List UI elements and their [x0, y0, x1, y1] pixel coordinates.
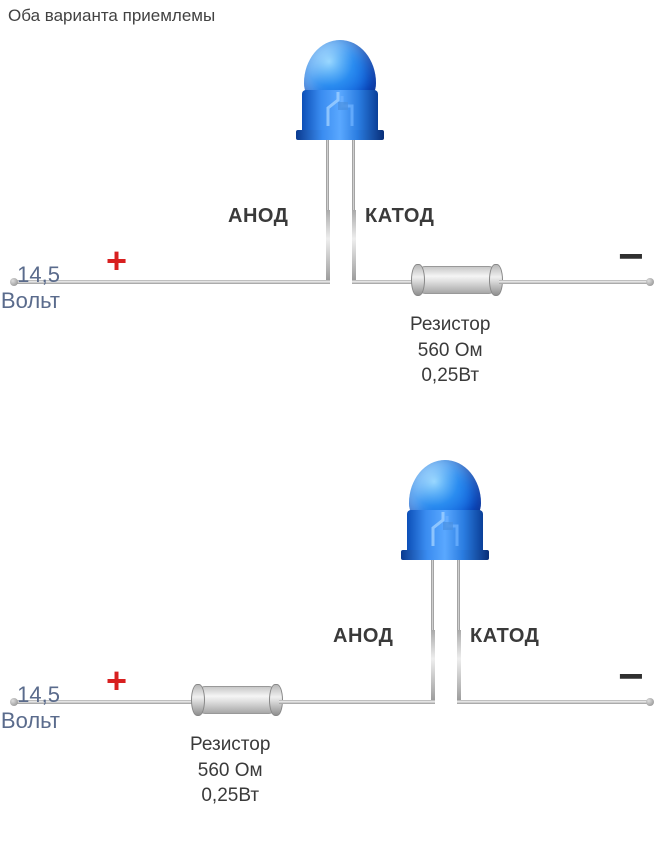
led-icon: [405, 460, 485, 610]
plus-icon: +: [106, 660, 127, 702]
anode-label: АНОД: [333, 625, 393, 648]
wire: [457, 630, 461, 702]
resistor-name: Резистор: [190, 734, 270, 755]
wire: [326, 210, 330, 282]
wire: [279, 700, 435, 704]
page-title: Оба варианта приемлемы: [8, 6, 215, 26]
wire-end: [646, 278, 654, 286]
resistor-value: 560 Ом: [418, 340, 483, 361]
voltage-unit: Вольт: [1, 288, 60, 313]
resistor-icon: [195, 686, 279, 714]
circuit-variant-1: АНОД КАТОД 14,5 Вольт + − Резистор 560 О…: [0, 40, 663, 420]
resistor-value: 560 Ом: [198, 760, 263, 781]
wire-end: [646, 698, 654, 706]
cathode-label: КАТОД: [365, 205, 434, 228]
wire: [352, 280, 418, 284]
voltage-value: 14,5: [17, 262, 60, 287]
led-icon: [300, 40, 380, 190]
minus-icon: −: [618, 232, 644, 282]
anode-label: АНОД: [228, 205, 288, 228]
voltage-value: 14,5: [17, 682, 60, 707]
wire-positive: [14, 280, 330, 284]
wire: [352, 210, 356, 282]
plus-icon: +: [106, 240, 127, 282]
resistor-icon: [415, 266, 499, 294]
wire: [431, 630, 435, 702]
resistor-label: Резистор 560 Ом 0,25Вт: [190, 732, 270, 809]
circuit-variant-2: АНОД КАТОД 14,5 Вольт + − Резистор 560 О…: [0, 460, 663, 840]
minus-icon: −: [618, 652, 644, 702]
resistor-label: Резистор 560 Ом 0,25Вт: [410, 312, 490, 389]
voltage-label: 14,5 Вольт: [0, 262, 60, 315]
resistor-name: Резистор: [410, 314, 490, 335]
cathode-label: КАТОД: [470, 625, 539, 648]
voltage-unit: Вольт: [1, 708, 60, 733]
resistor-power: 0,25Вт: [201, 785, 259, 806]
resistor-power: 0,25Вт: [421, 365, 479, 386]
voltage-label: 14,5 Вольт: [0, 682, 60, 735]
